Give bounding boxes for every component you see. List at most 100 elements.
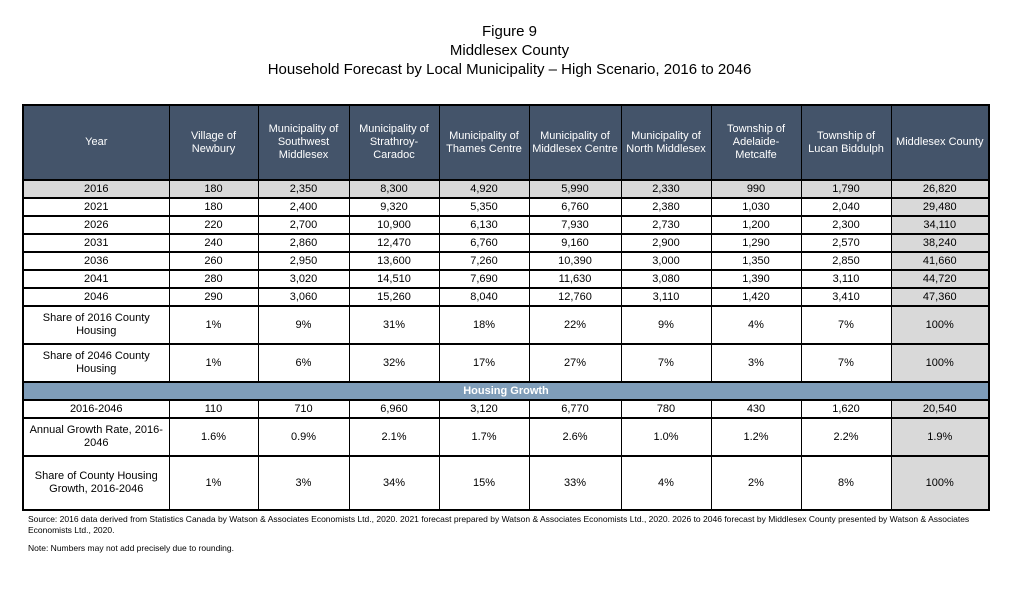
county-total-cell: 34,110 [890,215,990,235]
value-cell: 2.2% [800,417,892,457]
value-cell: 260 [168,251,259,271]
county-total-cell: 47,360 [890,287,990,307]
value-cell: 9% [257,305,350,345]
table-row: 2021 180 2,400 9,320 5,350 6,760 2,380 1,030 2,0… [22,197,990,217]
value-cell: 2,040 [800,197,892,217]
column-header: Village of Newbury [168,104,259,181]
value-cell: 1,350 [710,251,802,271]
value-cell: 5,990 [528,179,622,199]
row-label: 2016-2046 [22,399,170,419]
county-total-cell: 100% [890,305,990,345]
value-cell: 5,350 [438,197,530,217]
value-cell: 990 [710,179,802,199]
value-cell: 2.6% [528,417,622,457]
column-header: Township of Lucan Biddulph [800,104,892,181]
value-cell: 180 [168,197,259,217]
value-cell: 1,200 [710,215,802,235]
table-header: Year Village of Newbury Municipality of So… [22,104,990,181]
column-header: Municipality of North Middlesex [620,104,712,181]
figure-region: Middlesex County [449,42,570,59]
footnotes: Source: 2016 data derived from Statistic… [28,514,986,554]
value-cell: 1.0% [620,417,712,457]
table-body: 2016 180 2,350 8,300 4,920 5,990 2,330 990 1,790… [22,179,990,511]
year-label: 2046 [22,287,170,307]
column-header: Municipality of Southwest Middlesex [257,104,350,181]
year-label: 2031 [22,233,170,253]
value-cell: 2,700 [257,215,350,235]
value-cell: 27% [528,343,622,383]
value-cell: 9,320 [348,197,440,217]
value-cell: 4% [710,305,802,345]
value-cell: 2,400 [257,197,350,217]
value-cell: 3% [710,343,802,383]
county-total-cell: 38,240 [890,233,990,253]
table-header-row: Year Village of Newbury Municipality of So… [22,104,990,181]
value-cell: 4% [620,455,712,511]
county-total-cell: 20,540 [890,399,990,419]
value-cell: 1,390 [710,269,802,289]
value-cell: 280 [168,269,259,289]
table-row: 2036 260 2,950 13,600 7,260 10,390 3,000 1,350 2… [22,251,990,271]
county-total-cell: 100% [890,343,990,383]
value-cell: 7% [800,305,892,345]
value-cell: 7% [620,343,712,383]
table-row: 2046 290 3,060 15,260 8,040 12,760 3,110 1,420 3… [22,287,990,307]
value-cell: 18% [438,305,530,345]
value-cell: 1,290 [710,233,802,253]
value-cell: 22% [528,305,622,345]
value-cell: 11,630 [528,269,622,289]
value-cell: 3,110 [800,269,892,289]
value-cell: 3% [257,455,350,511]
value-cell: 3,120 [438,399,530,419]
value-cell: 2,730 [620,215,712,235]
value-cell: 240 [168,233,259,253]
value-cell: 33% [528,455,622,511]
year-label: 2041 [22,269,170,289]
column-header: Municipality of Thames Centre [438,104,530,181]
household-forecast-table: Year Village of Newbury Municipality of So… [22,104,990,511]
county-total-cell: 100% [890,455,990,511]
value-cell: 2,380 [620,197,712,217]
section-band: Housing Growth [22,381,990,401]
value-cell: 3,110 [620,287,712,307]
table-row: 2031 240 2,860 12,470 6,760 9,160 2,900 1,290 2,… [22,233,990,253]
county-total-cell: 26,820 [890,179,990,199]
value-cell: 2,300 [800,215,892,235]
value-cell: 8,040 [438,287,530,307]
value-cell: 34% [348,455,440,511]
year-label: 2016 [22,179,170,199]
value-cell: 9,160 [528,233,622,253]
column-header: Year [22,104,170,181]
value-cell: 6,770 [528,399,622,419]
value-cell: 1% [168,455,259,511]
year-label: 2026 [22,215,170,235]
value-cell: 32% [348,343,440,383]
value-cell: 2,860 [257,233,350,253]
column-header: Municipality of Middlesex Centre [528,104,622,181]
column-header: Township of Adelaide-Metcalfe [710,104,802,181]
value-cell: 2,900 [620,233,712,253]
value-cell: 430 [710,399,802,419]
value-cell: 10,900 [348,215,440,235]
value-cell: 2% [710,455,802,511]
value-cell: 10,390 [528,251,622,271]
value-cell: 31% [348,305,440,345]
value-cell: 1,790 [800,179,892,199]
value-cell: 14,510 [348,269,440,289]
table-row: 2016 180 2,350 8,300 4,920 5,990 2,330 990 1,790… [22,179,990,199]
row-label: Share of 2016 County Housing [22,305,170,345]
section-band-label: Housing Growth [22,381,990,401]
row-label: Share of County Housing Growth, 2016-204… [22,455,170,511]
value-cell: 6% [257,343,350,383]
value-cell: 8,300 [348,179,440,199]
value-cell: 15% [438,455,530,511]
value-cell: 6,130 [438,215,530,235]
value-cell: 2,570 [800,233,892,253]
value-cell: 1.7% [438,417,530,457]
value-cell: 17% [438,343,530,383]
value-cell: 3,000 [620,251,712,271]
value-cell: 15,260 [348,287,440,307]
value-cell: 3,060 [257,287,350,307]
value-cell: 12,470 [348,233,440,253]
value-cell: 1.2% [710,417,802,457]
